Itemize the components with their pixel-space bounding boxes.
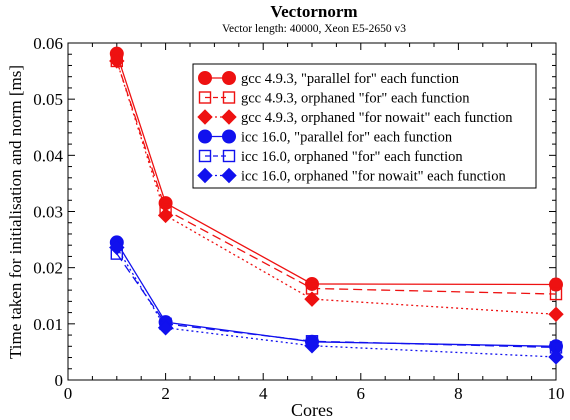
series-6 <box>109 239 564 365</box>
legend-label: icc 16.0, "parallel for" each function <box>241 130 453 146</box>
x-axis-label: Cores <box>291 400 333 420</box>
x-tick-label: 8 <box>454 384 463 403</box>
series-line <box>116 247 557 358</box>
data-point <box>157 207 174 224</box>
legend-marker <box>198 149 212 163</box>
y-tick-label: 0.06 <box>33 34 63 53</box>
legend-marker <box>221 109 237 125</box>
legend-item: icc 16.0, "parallel for" each function <box>198 129 453 146</box>
legend: gcc 4.9.3, "parallel for" each function g… <box>192 63 537 189</box>
series-line <box>116 60 557 295</box>
series-4 <box>109 235 563 354</box>
chart-title: Vectornorm <box>270 2 357 21</box>
legend-label: gcc 4.9.3, "parallel for" each function <box>241 71 460 87</box>
series-line <box>116 60 557 315</box>
series-line <box>116 253 557 349</box>
legend-item: icc 16.0, orphaned "for" each function <box>198 149 463 165</box>
series-3 <box>109 53 564 322</box>
legend-label: gcc 4.9.3, orphaned "for nowait" each fu… <box>241 110 513 126</box>
y-axis-label: Time taken for initialisation and norm [… <box>6 65 25 359</box>
data-point <box>304 291 320 307</box>
data-point <box>109 53 125 69</box>
legend-label: gcc 4.9.3, orphaned "for" each function <box>241 91 470 107</box>
data-point <box>158 196 173 211</box>
x-tick-label: 2 <box>161 384 170 403</box>
legend-marker <box>222 71 236 85</box>
x-tick-label: 0 <box>64 384 73 403</box>
legend-item: gcc 4.9.3, orphaned "for nowait" each fu… <box>197 109 513 126</box>
chart-subtitle: Vector length: 40000, Xeon E5-2650 v3 <box>222 23 406 35</box>
legend-item: gcc 4.9.3, "parallel for" each function <box>198 71 460 87</box>
series-line <box>116 53 557 286</box>
legend-item: icc 16.0, orphaned "for nowait" each fun… <box>197 167 506 185</box>
y-tick-label: 0.04 <box>33 146 63 165</box>
x-tick-label: 6 <box>357 384 366 403</box>
legend-label: icc 16.0, orphaned "for nowait" each fun… <box>241 169 506 185</box>
legend-marker <box>197 167 213 184</box>
legend-marker <box>198 129 212 144</box>
legend-item: gcc 4.9.3, orphaned "for" each function <box>198 91 470 107</box>
legend-marker <box>221 167 237 184</box>
legend-marker <box>198 91 212 104</box>
legend-marker <box>222 91 236 104</box>
data-point <box>305 276 319 291</box>
y-tick-label: 0.02 <box>33 259 63 278</box>
data-point <box>549 277 563 292</box>
legend-box <box>192 63 537 189</box>
y-tick-label: 0.03 <box>33 203 63 222</box>
data-point <box>109 239 125 256</box>
data-point <box>549 287 563 301</box>
legend-marker <box>198 71 212 85</box>
y-tick-label: 0.05 <box>33 90 63 109</box>
series-layer <box>109 46 564 365</box>
axes: 0 0.01 0.02 0.03 0.04 0.05 0.06 0 2 4 6 8 10 <box>33 34 564 403</box>
x-tick-label: 10 <box>548 384 565 403</box>
data-point <box>157 320 174 336</box>
legend-marker <box>197 109 213 125</box>
legend-marker <box>222 149 236 163</box>
y-tick-label: 0.01 <box>33 315 63 334</box>
legend-label: icc 16.0, orphaned "for" each function <box>241 149 463 165</box>
legend-marker <box>222 129 236 144</box>
y-tick-label: 0 <box>55 371 64 390</box>
data-point <box>548 349 564 365</box>
data-point <box>548 306 564 322</box>
data-point <box>304 338 320 354</box>
x-tick-label: 4 <box>259 384 268 403</box>
series-line <box>116 242 557 347</box>
